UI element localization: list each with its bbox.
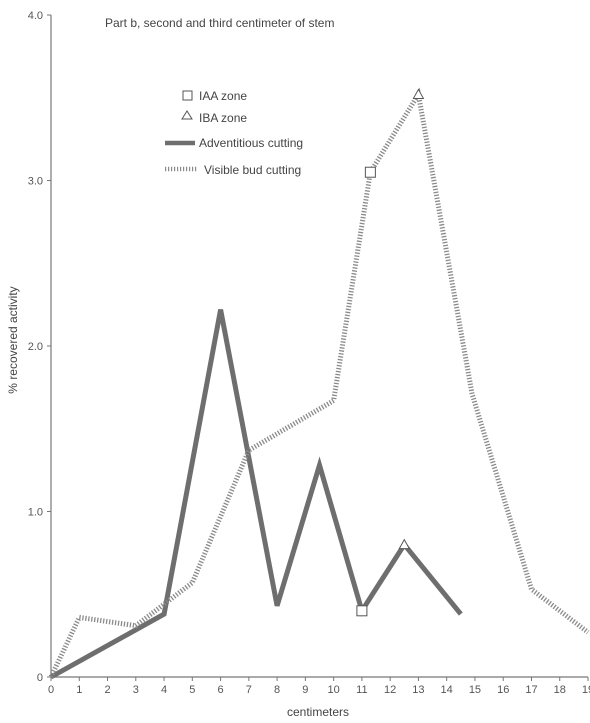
chart-title: Part b, second and third centimeter of s… [105, 16, 334, 30]
x-tick-label: 19 [582, 684, 590, 696]
iba-zone-triangle-icon [181, 110, 193, 120]
x-axis-label: centimeters [287, 705, 349, 719]
legend-label-iaa-zone: IAA zone [199, 89, 247, 103]
x-tick-label: 17 [525, 684, 537, 696]
legend-label-adventitious-cutting: Adventitious cutting [199, 136, 303, 150]
iba-zone-marker [412, 88, 425, 99]
legend: IAA zone IBA zone Adventitious cutting V… [165, 89, 303, 177]
iaa-zone-marker [356, 605, 368, 617]
x-tick-label: 12 [384, 684, 396, 696]
x-tick-label: 1 [76, 684, 82, 696]
x-tick-label: 4 [161, 684, 167, 696]
adventitious-cutting-series-line [49, 309, 463, 680]
x-tick-label: 6 [218, 684, 224, 696]
x-tick-label: 14 [441, 684, 453, 696]
x-tick-label: 3 [133, 684, 139, 696]
x-tick-label: 10 [328, 684, 340, 696]
iaa-zone-marker [364, 166, 376, 178]
y-axis-label: % recovered activity [6, 286, 20, 393]
y-tick-label: 2.0 [28, 341, 43, 353]
legend-label-visible-bud-cutting: Visible bud cutting [204, 163, 301, 177]
x-tick-label: 16 [497, 684, 509, 696]
y-tick-label: 1.0 [28, 507, 43, 519]
x-tick-label: 0 [48, 684, 54, 696]
iba-zone-marker [398, 538, 411, 550]
x-tick-label: 5 [189, 684, 195, 696]
y-tick-label: 3.0 [28, 176, 43, 188]
visible-bud-cutting-series-line [48, 87, 590, 679]
x-tick-label: 2 [104, 684, 110, 696]
legend-label-iba-zone: IBA zone [199, 111, 247, 125]
x-tick-label: 15 [469, 684, 481, 696]
y-tick-label: 0 [37, 672, 43, 684]
x-tick-label: 13 [412, 684, 424, 696]
x-tick-label: 11 [356, 684, 367, 696]
x-tick-label: 9 [302, 684, 308, 696]
y-tick-label: 4.0 [28, 10, 43, 22]
x-tick-label: 7 [246, 684, 252, 696]
x-tick-label: 8 [274, 684, 280, 696]
iaa-zone-square-icon [182, 90, 193, 101]
x-tick-label: 18 [554, 684, 566, 696]
